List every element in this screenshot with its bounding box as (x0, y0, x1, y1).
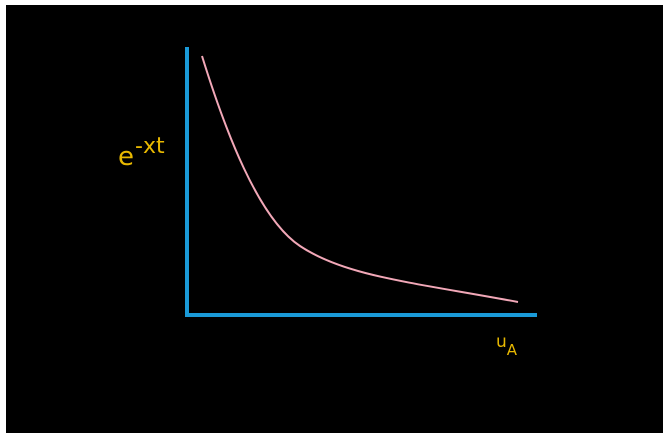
x-axis-label-base: u (496, 332, 507, 352)
x-axis-label-subscript: A (506, 341, 518, 359)
diagram-canvas (6, 5, 663, 433)
decay-curve (201, 55, 519, 303)
y-axis-label: e-xt (118, 134, 165, 172)
x-axis-label: uA (496, 332, 517, 359)
y-axis-label-superscript: -xt (135, 134, 165, 159)
y-axis-label-base: e (118, 142, 134, 172)
